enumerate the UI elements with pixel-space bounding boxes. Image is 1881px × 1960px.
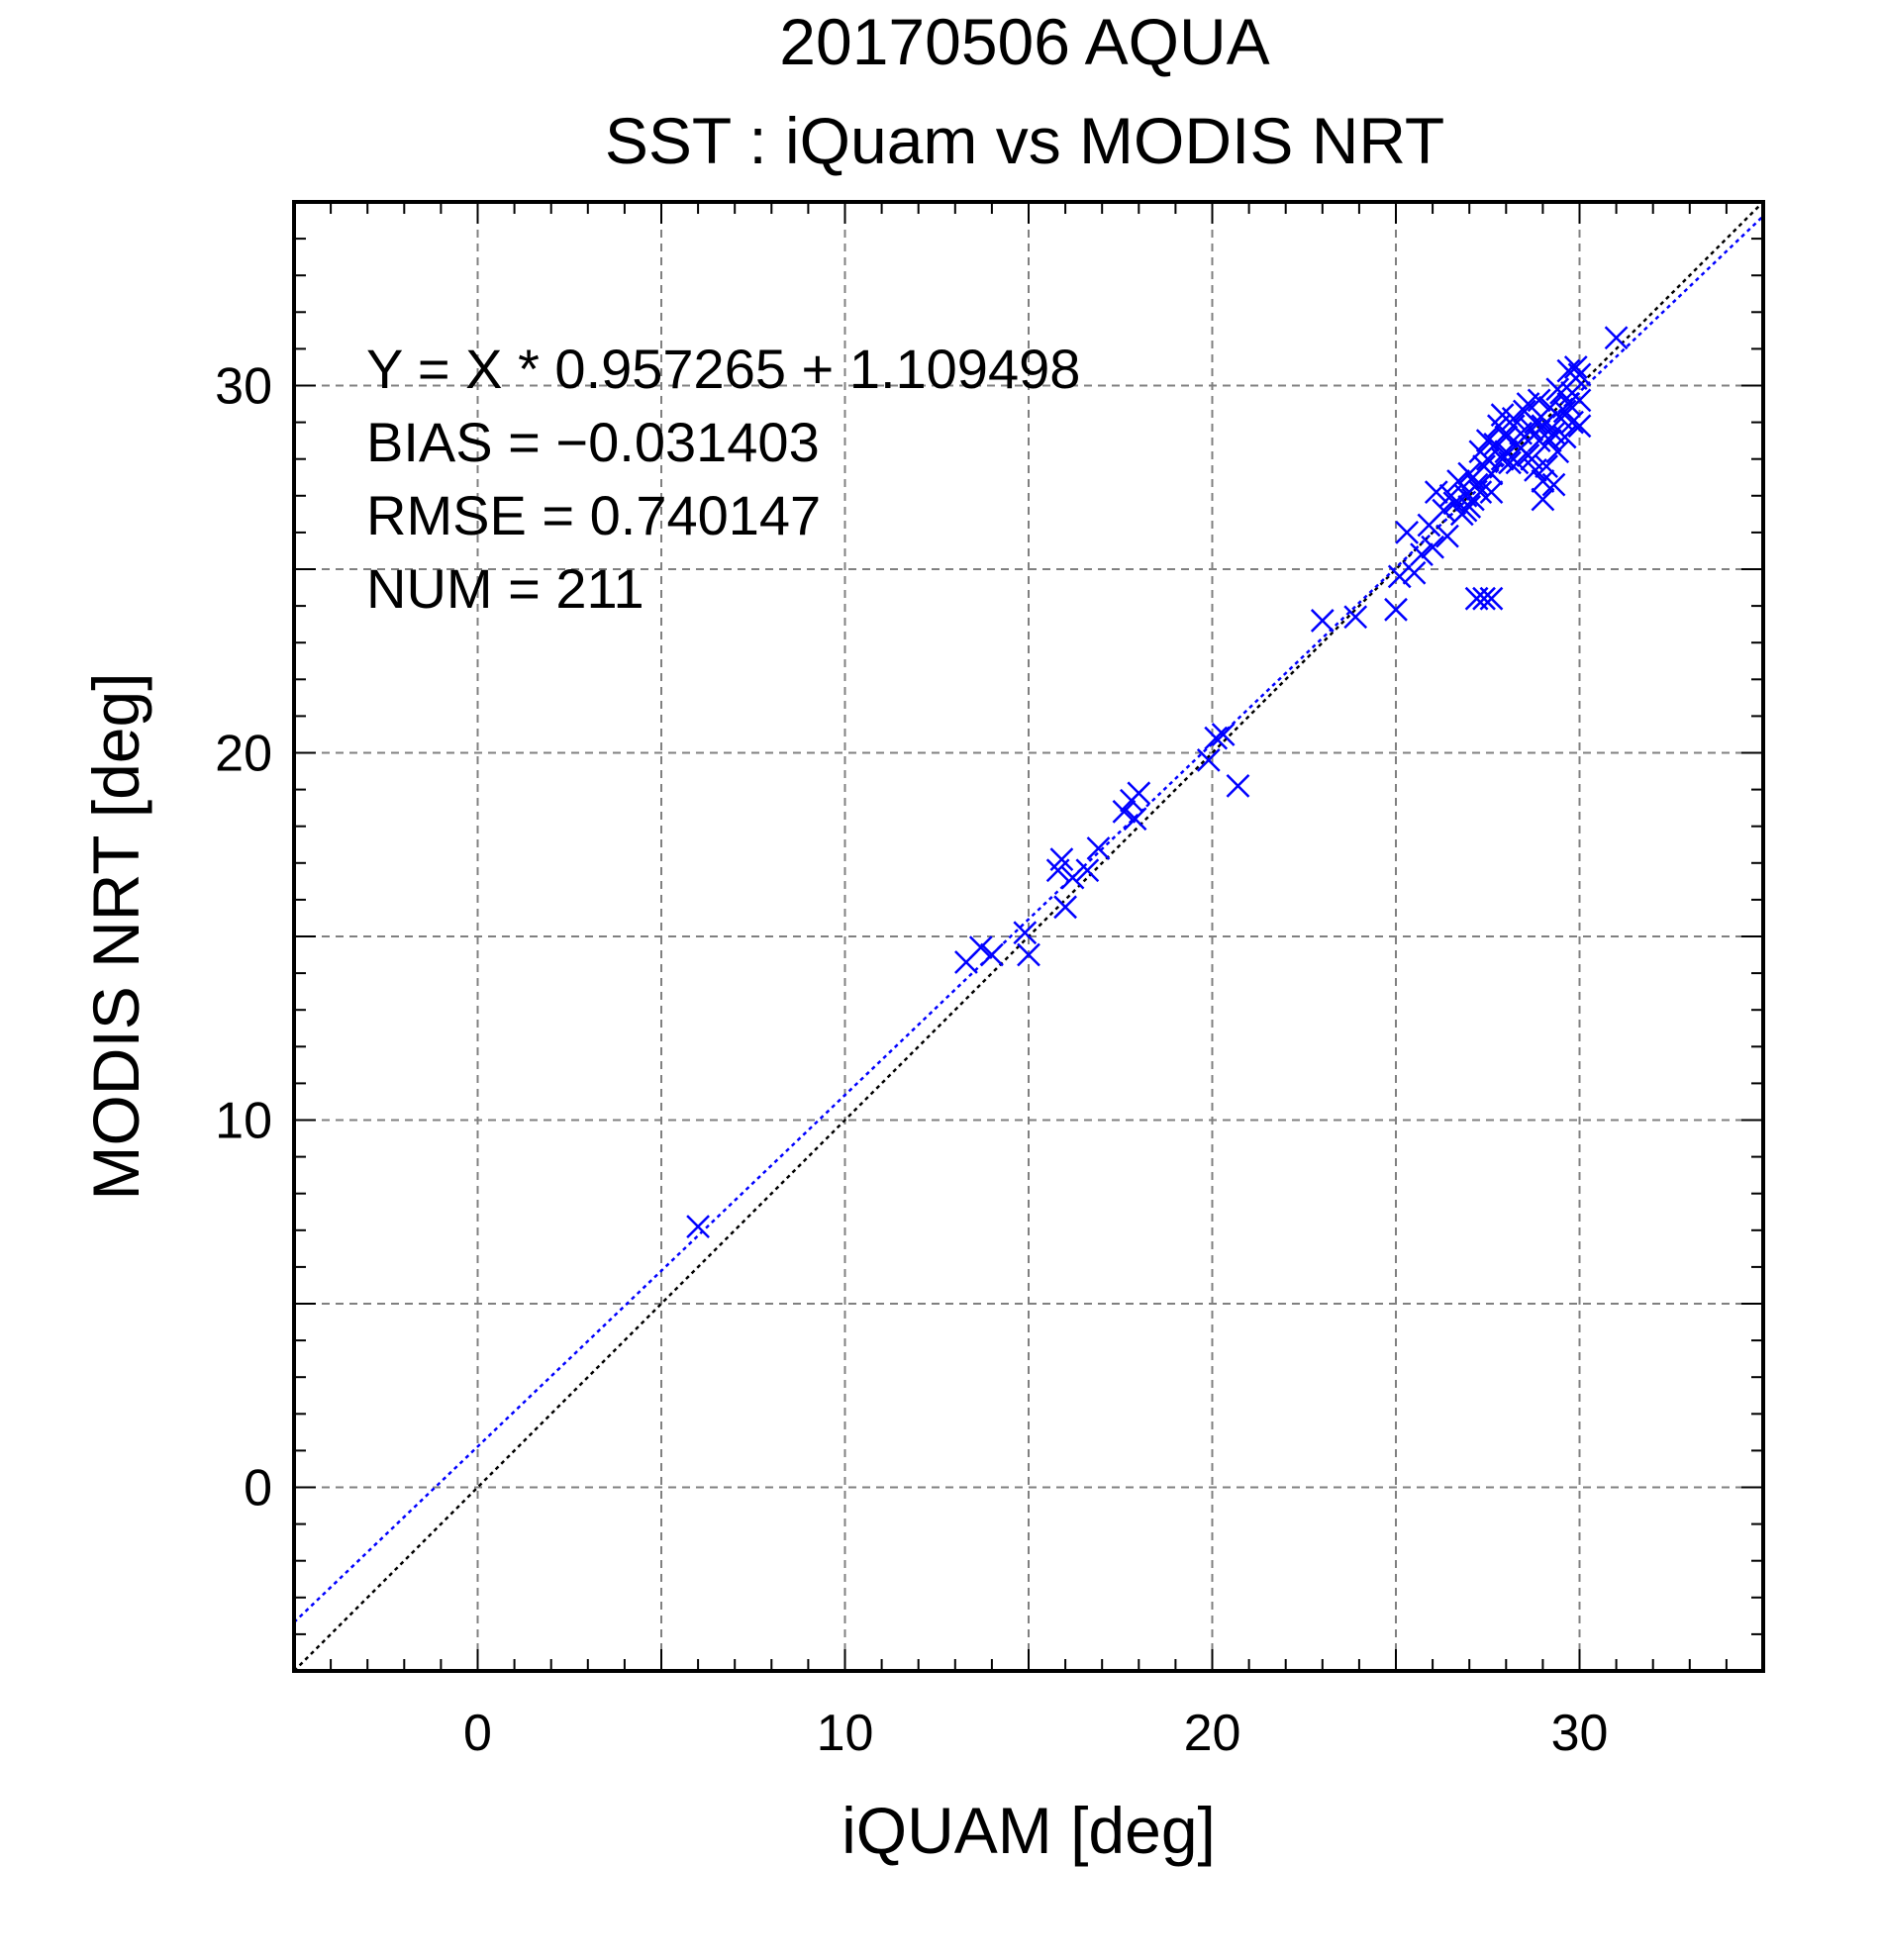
data-point-marker (1531, 487, 1555, 512)
data-point-marker (1464, 472, 1489, 497)
y-axis-label: MODIS NRT [deg] (79, 672, 152, 1200)
data-point-marker (1017, 942, 1040, 967)
data-point-marker (1402, 560, 1427, 585)
data-point-marker (1436, 524, 1459, 548)
data-point-marker (1537, 429, 1562, 453)
data-point-marker (1556, 392, 1581, 416)
data-point-marker (1479, 586, 1504, 611)
data-point-marker (1479, 480, 1504, 504)
data-point-marker (1395, 521, 1420, 544)
data-point-marker (1483, 432, 1508, 456)
data-point-marker (1049, 847, 1074, 871)
data-point-marker (1552, 425, 1577, 449)
data-point-marker (1516, 392, 1540, 416)
data-point-marker (1196, 748, 1221, 772)
data-point-marker (1520, 446, 1544, 471)
data-point-marker (1421, 535, 1444, 559)
data-point-marker (980, 942, 1004, 967)
data-point-marker (686, 1215, 710, 1238)
data-point-marker (1053, 895, 1077, 920)
data-point-marker (1541, 472, 1566, 497)
data-point-marker (1442, 491, 1467, 516)
data-point-marker (1563, 355, 1588, 379)
data-point-marker (968, 935, 993, 960)
data-point-marker (1060, 865, 1085, 890)
data-point-marker (1432, 498, 1456, 523)
data-point-marker (1310, 609, 1335, 633)
y-tick-label: 10 (215, 1093, 272, 1150)
data-point-marker (1468, 440, 1493, 464)
data-point-marker (1204, 726, 1229, 750)
data-point-marker (1567, 362, 1592, 387)
data-point-marker (1527, 429, 1551, 453)
data-point-marker (1086, 836, 1111, 860)
num-annotation: NUM = 211 (366, 557, 644, 620)
data-point-marker (1490, 403, 1515, 428)
x-tick-label: 20 (1184, 1705, 1241, 1762)
data-point-marker (1123, 807, 1147, 832)
x-axis-label: iQUAM [deg] (842, 1794, 1216, 1867)
data-point-marker (1424, 480, 1448, 504)
data-point-marker (1534, 410, 1558, 435)
data-point-marker (1112, 799, 1137, 824)
data-point-marker (1387, 564, 1412, 589)
data-point-marker (1479, 461, 1504, 486)
data-point-marker (1384, 597, 1408, 622)
data-point-marker (1211, 723, 1236, 746)
data-point-marker (1604, 326, 1629, 350)
x-tick-label: 30 (1551, 1705, 1609, 1762)
data-point-marker (1457, 495, 1482, 519)
data-point-marker (1461, 465, 1485, 490)
data-point-marker (1410, 542, 1434, 567)
data-point-marker (1545, 377, 1570, 402)
y-tick-label: 0 (244, 1460, 272, 1518)
data-point-marker (1013, 921, 1038, 945)
data-point-marker (1545, 440, 1570, 464)
data-points (686, 326, 1629, 1238)
data-point-marker (1127, 781, 1151, 806)
data-point-marker (1567, 414, 1592, 439)
chart-title-line-2: SST : iQuam vs MODIS NRT (605, 104, 1444, 177)
data-point-marker (1505, 450, 1530, 475)
x-tick-label: 10 (817, 1705, 874, 1762)
data-point-marker (1343, 605, 1368, 630)
rmse-annotation: RMSE = 0.740147 (366, 484, 821, 546)
y-tick-label: 20 (215, 726, 272, 783)
bias-annotation: BIAS = −0.031403 (366, 411, 820, 473)
x-tick-label: 0 (463, 1705, 492, 1762)
data-point-marker (1075, 858, 1100, 883)
plot-frame (292, 200, 1765, 1673)
chart-title-line-1: 20170506 AQUA (779, 5, 1269, 78)
data-point-marker (1475, 429, 1500, 453)
data-point-marker (1226, 774, 1250, 798)
tick-labels: 0 10 20 30 0 10 20 30 (215, 358, 1608, 1763)
data-point-marker (1446, 469, 1470, 493)
fit-equation: Y = X * 0.957265 + 1.109498 (366, 338, 1080, 400)
y-tick-label: 30 (215, 358, 272, 416)
data-point-marker (1468, 480, 1493, 504)
data-point-marker (1549, 407, 1573, 431)
regression-fit-line (293, 215, 1764, 1623)
data-point-marker (1472, 586, 1496, 611)
